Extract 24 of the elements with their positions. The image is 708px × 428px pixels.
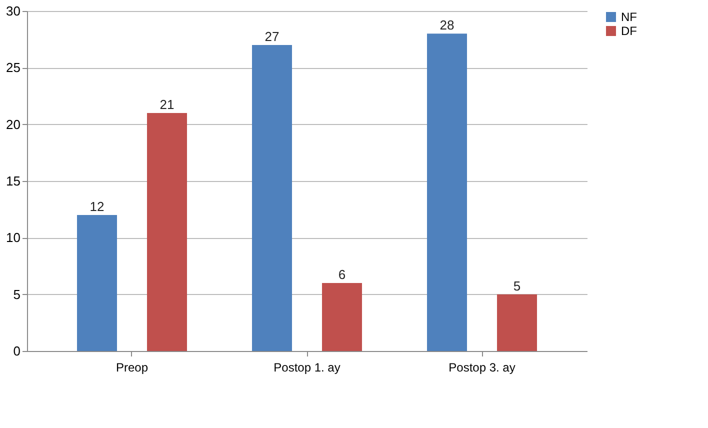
y-tick-label: 5 xyxy=(13,286,20,302)
bar xyxy=(252,45,292,351)
data-label: 12 xyxy=(90,199,104,214)
data-label: 27 xyxy=(264,29,280,44)
x-tick-label: Preop xyxy=(116,360,148,374)
bar xyxy=(322,283,362,351)
x-tick-label: Postop 3. ay xyxy=(448,360,516,374)
y-tick-label: 20 xyxy=(6,116,20,132)
data-label: 5 xyxy=(513,278,521,294)
bar xyxy=(497,294,537,351)
data-label: 28 xyxy=(440,18,454,33)
data-label: 21 xyxy=(160,97,174,112)
y-tick-label: 15 xyxy=(6,174,20,188)
legend-label: NF xyxy=(621,10,637,24)
y-tick-label: 10 xyxy=(6,230,20,246)
bar xyxy=(77,215,117,351)
bar xyxy=(427,34,467,351)
legend-label: DF xyxy=(621,24,637,38)
x-tick-label: Postop 1. ay xyxy=(274,360,340,374)
y-tick-label: 25 xyxy=(6,60,20,76)
y-tick-label: 30 xyxy=(6,4,20,18)
y-tick-label: 0 xyxy=(13,344,20,358)
data-label: 6 xyxy=(338,267,346,282)
bar xyxy=(147,113,187,351)
